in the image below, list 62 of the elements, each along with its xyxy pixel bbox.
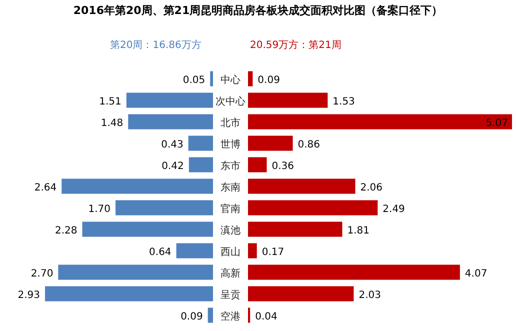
bar [248, 136, 293, 151]
data-label: 2.64 [34, 182, 57, 194]
y-tick-label: 东南 [220, 181, 240, 194]
bar [128, 114, 213, 130]
y-tick-label: 西山 [220, 246, 240, 258]
data-label: 2.49 [382, 204, 405, 215]
bar [248, 114, 512, 130]
bar [82, 222, 213, 237]
data-label: 2.93 [18, 290, 40, 301]
bar [45, 286, 213, 302]
data-label: 2.28 [55, 225, 78, 236]
bar [248, 157, 267, 172]
data-label: 0.36 [272, 160, 294, 172]
data-label: 4.07 [464, 268, 488, 280]
y-tick-label: 官南 [220, 202, 240, 215]
bar [58, 264, 213, 280]
data-label: 1.70 [88, 204, 111, 215]
bar [208, 308, 213, 323]
data-label: 1.48 [100, 118, 124, 129]
data-label: 0.43 [161, 139, 184, 150]
bar [248, 286, 354, 302]
bar [248, 200, 378, 216]
y-tick-label: 次中心 [216, 95, 246, 108]
bar [248, 243, 257, 258]
y-tick-label: 滇池 [220, 224, 240, 236]
y-tick-label: 世博 [220, 138, 240, 150]
text: 20.59万方：第21周 [250, 39, 342, 51]
bar [248, 71, 253, 86]
bar [248, 222, 342, 237]
bar [126, 92, 213, 108]
y-tick-label: 高新 [220, 267, 240, 280]
bar [188, 136, 213, 151]
data-label: 0.17 [262, 246, 284, 258]
bar [176, 243, 213, 258]
data-label: 0.05 [182, 74, 206, 86]
data-label: 0.42 [162, 160, 184, 172]
data-label: 1.81 [347, 225, 370, 236]
bar [248, 264, 460, 280]
data-label: 1.51 [99, 96, 122, 108]
y-tick-label: 呈贡 [220, 290, 240, 301]
text: 第20周：16.86万方 [110, 39, 202, 51]
y-tick-label: 东市 [220, 160, 240, 172]
data-label: 0.09 [180, 311, 203, 322]
data-label: 2.06 [360, 182, 383, 194]
text: 2016年第20周、第21周昆明商品房各板块成交面积对比图（备案口径下） [73, 4, 443, 17]
data-label: 0.09 [258, 74, 280, 86]
data-label: 5.07 [486, 118, 508, 129]
bar [62, 178, 213, 194]
bar [116, 200, 213, 216]
data-label: 0.04 [255, 311, 278, 322]
y-tick-label: 空港 [220, 310, 240, 322]
data-label: 0.86 [298, 139, 320, 150]
data-label: 2.70 [30, 268, 54, 280]
bar [210, 71, 213, 86]
bar [248, 92, 328, 108]
data-label: 0.64 [149, 246, 172, 258]
y-tick-label: 北市 [220, 116, 240, 129]
data-label: 2.03 [358, 290, 381, 301]
data-label: 1.53 [332, 96, 355, 108]
bar [248, 178, 356, 194]
bar [188, 157, 213, 172]
y-tick-label: 中心 [220, 74, 240, 86]
